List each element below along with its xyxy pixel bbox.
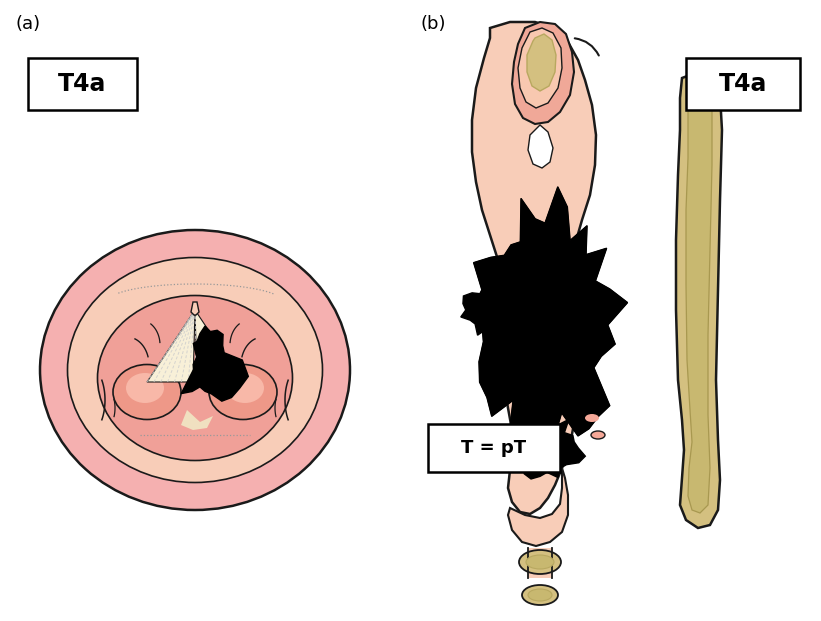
Polygon shape	[147, 310, 195, 382]
Polygon shape	[512, 22, 574, 124]
Polygon shape	[527, 34, 556, 91]
Polygon shape	[676, 72, 722, 528]
Text: T4a: T4a	[719, 72, 767, 96]
Polygon shape	[474, 187, 627, 472]
Polygon shape	[191, 302, 199, 315]
Polygon shape	[472, 22, 596, 514]
Polygon shape	[461, 289, 521, 335]
Ellipse shape	[591, 431, 605, 439]
Polygon shape	[528, 548, 552, 578]
Ellipse shape	[526, 555, 554, 569]
FancyBboxPatch shape	[28, 58, 137, 110]
Polygon shape	[181, 326, 248, 401]
Ellipse shape	[126, 373, 164, 403]
Text: (b): (b)	[420, 15, 446, 33]
Polygon shape	[518, 28, 562, 108]
FancyBboxPatch shape	[686, 58, 800, 110]
Ellipse shape	[209, 365, 277, 420]
Polygon shape	[686, 82, 712, 513]
Polygon shape	[520, 395, 560, 428]
Ellipse shape	[522, 585, 558, 605]
Polygon shape	[494, 414, 585, 479]
Text: T4a: T4a	[57, 72, 106, 96]
Ellipse shape	[40, 230, 350, 510]
Ellipse shape	[226, 373, 264, 403]
Polygon shape	[528, 125, 553, 168]
Ellipse shape	[113, 365, 181, 420]
Polygon shape	[195, 310, 243, 382]
Ellipse shape	[98, 296, 292, 461]
Text: (a): (a)	[15, 15, 40, 33]
Ellipse shape	[519, 550, 561, 574]
Text: T = pT: T = pT	[461, 439, 526, 457]
FancyBboxPatch shape	[428, 424, 560, 472]
Polygon shape	[181, 410, 213, 430]
Ellipse shape	[585, 414, 599, 422]
Polygon shape	[508, 468, 568, 546]
Ellipse shape	[67, 258, 323, 483]
Ellipse shape	[528, 589, 552, 601]
